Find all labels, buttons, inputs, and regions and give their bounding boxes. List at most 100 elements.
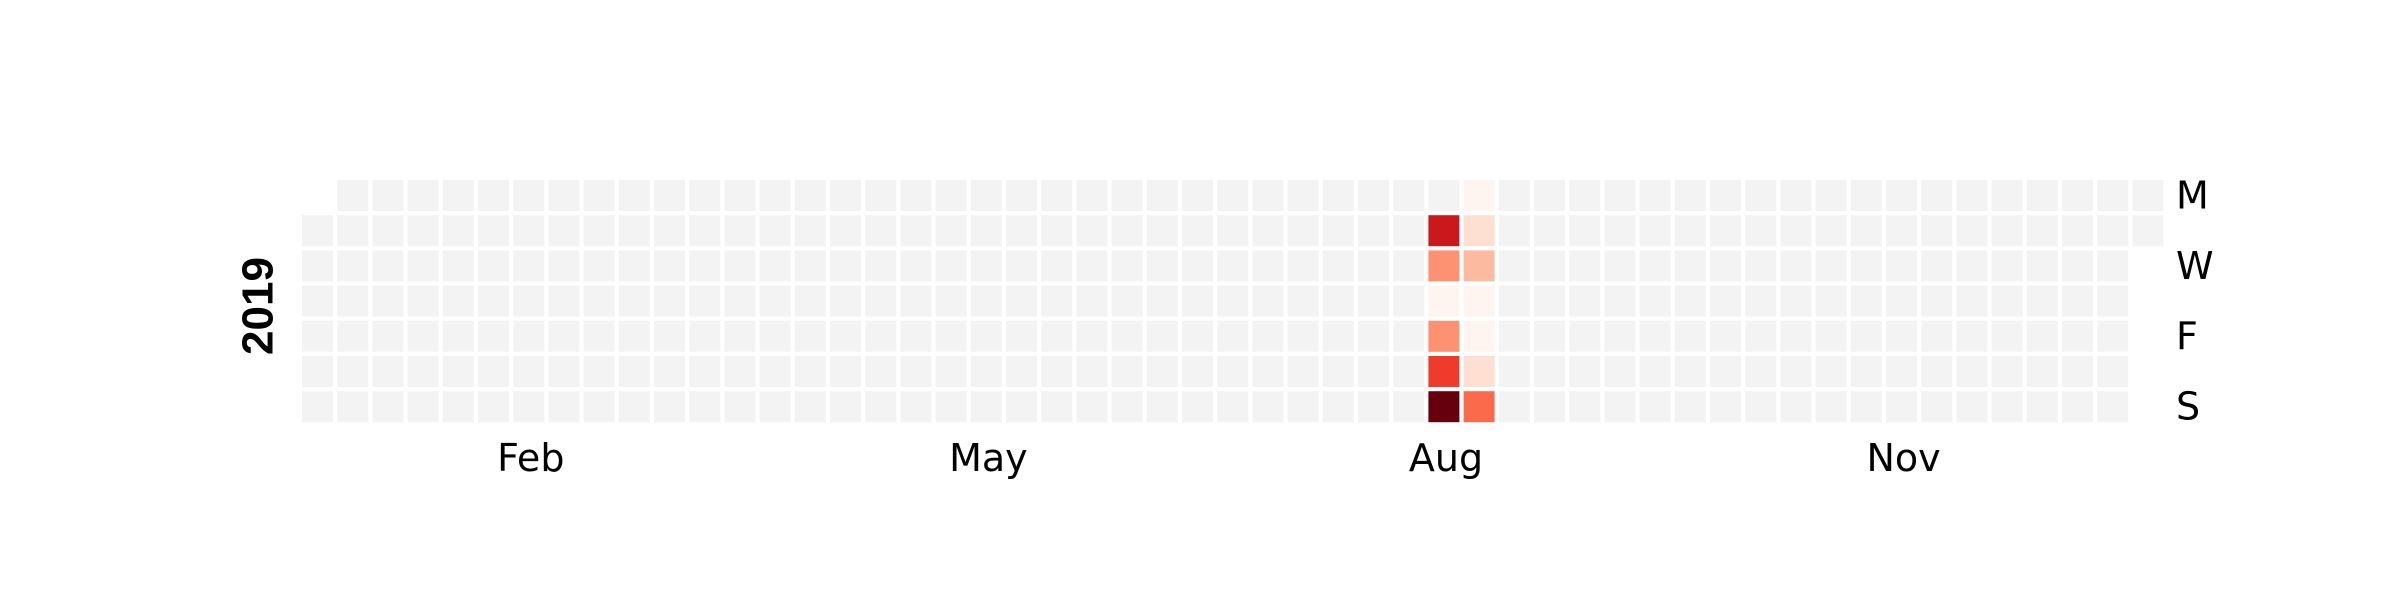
month-label: Nov — [1867, 436, 1941, 480]
heatmap-cell — [1182, 320, 1213, 352]
heatmap-cell — [654, 285, 685, 317]
heatmap-cell — [794, 215, 826, 247]
heatmap-cell — [1815, 250, 1847, 282]
heatmap-cell — [372, 320, 404, 352]
heatmap-cell — [1639, 320, 1671, 352]
heatmap-cell — [513, 285, 545, 317]
heatmap-cell — [1956, 320, 1988, 352]
heatmap-cell — [1182, 250, 1213, 282]
heatmap-cell — [1111, 250, 1143, 282]
heatmap-cell — [1428, 391, 1460, 423]
heatmap-cell — [2026, 285, 2058, 317]
heatmap-cell — [900, 320, 932, 352]
heatmap-cell — [1850, 356, 1882, 387]
heatmap-cell — [1358, 356, 1389, 387]
heatmap-cell — [1534, 320, 1565, 352]
heatmap-cell — [372, 391, 404, 423]
heatmap-cell — [1428, 356, 1460, 387]
heatmap-cell — [618, 356, 650, 387]
heatmap-cell — [830, 391, 861, 423]
heatmap-cell — [302, 285, 333, 317]
heatmap-cell — [1815, 180, 1847, 211]
heatmap-cell — [1956, 391, 1988, 423]
heatmap-cell — [689, 180, 721, 211]
heatmap-cell — [1041, 320, 1073, 352]
heatmap-cell — [1217, 356, 1249, 387]
heatmap-cell — [794, 391, 826, 423]
heatmap-cell — [1322, 285, 1354, 317]
heatmap-cell — [1956, 215, 1988, 247]
heatmap-cell — [2097, 391, 2129, 423]
heatmap-cell — [1569, 215, 1601, 247]
heatmap-cell — [2026, 180, 2058, 211]
heatmap-cell — [407, 356, 439, 387]
heatmap-cell — [513, 391, 545, 423]
heatmap-cell — [830, 250, 861, 282]
heatmap-cell — [1111, 356, 1143, 387]
heatmap-cell — [442, 285, 474, 317]
heatmap-cell — [1358, 391, 1389, 423]
heatmap-cell — [1991, 320, 2023, 352]
heatmap-cell — [1850, 285, 1882, 317]
heatmap-cell — [337, 285, 369, 317]
heatmap-cell — [1639, 356, 1671, 387]
heatmap-cell — [865, 356, 897, 387]
heatmap-cell — [759, 250, 791, 282]
heatmap-cell — [548, 356, 580, 387]
heatmap-cell — [337, 356, 369, 387]
heatmap-cell — [724, 250, 756, 282]
heatmap-cell — [1393, 180, 1425, 211]
heatmap-cell — [548, 215, 580, 247]
heatmap-cell — [372, 250, 404, 282]
heatmap-cell — [1463, 356, 1495, 387]
heatmap-cell — [1534, 180, 1565, 211]
heatmap-cell — [442, 356, 474, 387]
heatmap-cell — [1358, 320, 1389, 352]
heatmap-cell — [1604, 180, 1636, 211]
heatmap-cell — [1569, 250, 1601, 282]
heatmap-cell — [1146, 320, 1178, 352]
heatmap-cell — [654, 215, 685, 247]
heatmap-cell — [478, 285, 509, 317]
heatmap-cell — [442, 215, 474, 247]
heatmap-cell — [2062, 250, 2093, 282]
heatmap-cell — [1991, 391, 2023, 423]
heatmap-cell — [1604, 285, 1636, 317]
heatmap-cell — [970, 320, 1002, 352]
heatmap-cell — [1886, 250, 1917, 282]
heatmap-cell — [1041, 391, 1073, 423]
heatmap-cell — [2026, 250, 2058, 282]
heatmap-cell — [900, 215, 932, 247]
heatmap-cell — [794, 356, 826, 387]
heatmap-cell — [407, 180, 439, 211]
heatmap-cell — [970, 215, 1002, 247]
heatmap-cell — [2097, 285, 2129, 317]
weekday-label: W — [2176, 244, 2214, 288]
month-labels: Feb May Aug Nov — [497, 436, 1941, 480]
heatmap-cell — [1674, 285, 1706, 317]
heatmap-cell — [1991, 215, 2023, 247]
heatmap-cell — [1041, 180, 1073, 211]
heatmap-cell — [1921, 356, 1953, 387]
heatmap-cell — [1780, 180, 1812, 211]
heatmap-cell — [1111, 215, 1143, 247]
heatmap-cell — [830, 356, 861, 387]
heatmap-cell — [478, 180, 509, 211]
heatmap-cell — [1463, 285, 1495, 317]
heatmap-cell — [1639, 285, 1671, 317]
heatmap-cell — [302, 215, 333, 247]
heatmap-cell — [1322, 180, 1354, 211]
heatmap-cell — [794, 285, 826, 317]
heatmap-cell — [1182, 180, 1213, 211]
heatmap-cell — [654, 250, 685, 282]
heatmap-cell — [689, 320, 721, 352]
heatmap-cell — [478, 250, 509, 282]
heatmap-cell — [1850, 215, 1882, 247]
heatmap-cell — [1252, 215, 1284, 247]
heatmap-cell — [583, 250, 615, 282]
heatmap-cell — [1041, 356, 1073, 387]
heatmap-cell — [1252, 356, 1284, 387]
weekday-label: F — [2176, 314, 2198, 358]
heatmap-cell — [794, 250, 826, 282]
heatmap-cell — [830, 320, 861, 352]
